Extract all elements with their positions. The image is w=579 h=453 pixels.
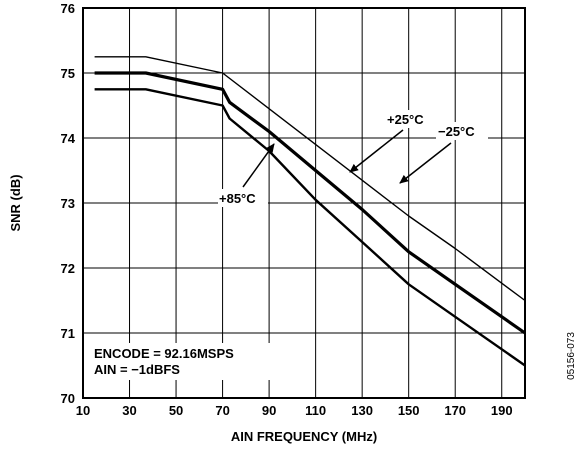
label-plus85: +85°C [218, 143, 275, 207]
y-tick-label: 75 [61, 66, 75, 81]
label-plus25: +25°C [349, 110, 435, 173]
label-minus25-arrow [399, 142, 452, 184]
label-plus85-bg [218, 189, 268, 207]
x-tick-label: 130 [351, 403, 373, 418]
y-tick-label: 74 [61, 131, 76, 146]
x-tick-label: 110 [305, 403, 326, 418]
label-plus25-arrow [349, 129, 404, 173]
label-minus25: −25°C [399, 122, 488, 184]
label-plus85-text: +85°C [219, 191, 256, 206]
label-plus25-bg [385, 110, 435, 128]
y-tick-label: 70 [61, 391, 75, 406]
label-minus25-text: −25°C [438, 124, 475, 139]
x-tick-label: 70 [215, 403, 229, 418]
y-tick-label: 76 [61, 1, 75, 16]
tick-layer: 10 30 50 70 90 110 130 150 170 190 70 71 72 73 74 75 76 [61, 1, 513, 418]
x-tick-label: 30 [122, 403, 136, 418]
y-tick-label: 72 [61, 261, 75, 276]
figure-code: 05156-073 [566, 332, 577, 380]
series-layer [94, 56, 526, 367]
x-tick-label: 150 [398, 403, 420, 418]
grid-layer [82, 7, 525, 399]
x-tick-label: 190 [491, 403, 513, 418]
x-tick-label: 50 [169, 403, 183, 418]
y-tick-label: 71 [61, 326, 75, 341]
label-minus25-bg [436, 122, 488, 140]
x-tick-label: 170 [444, 403, 466, 418]
series-line-minus25c [94, 56, 526, 302]
ain-label: AIN = −1dBFS [94, 362, 180, 377]
encode-note-bg [90, 343, 280, 380]
series-line-plus85c [94, 88, 526, 367]
encode-label: ENCODE = 92.16MSPS [94, 346, 234, 361]
label-plus25-text: +25°C [387, 112, 424, 127]
y-tick-label: 73 [61, 196, 75, 211]
label-plus85-arrow [242, 143, 275, 188]
plot-frame [82, 7, 526, 399]
series-line-plus25c [94, 71, 526, 335]
encode-note: ENCODE = 92.16MSPS AIN = −1dBFS [90, 343, 280, 380]
x-axis-title: AIN FREQUENCY (MHz) [231, 429, 377, 444]
x-tick-label: 90 [262, 403, 276, 418]
x-tick-label: 10 [76, 403, 90, 418]
y-axis-title: SNR (dB) [8, 174, 23, 231]
